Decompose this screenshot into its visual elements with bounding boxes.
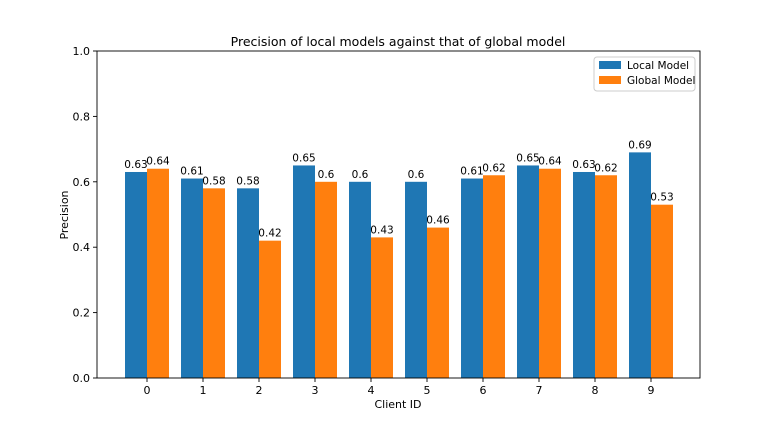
plot-frame <box>96 50 701 379</box>
y-axis-label: Precision <box>58 190 71 239</box>
bar-local-0 <box>125 171 147 378</box>
data-label: 0.42 <box>258 228 281 240</box>
x-tick-label: 8 <box>592 384 599 397</box>
data-label: 0.61 <box>180 166 203 178</box>
bar-local-6 <box>461 178 483 378</box>
data-label: 0.61 <box>460 166 483 178</box>
data-label: 0.62 <box>594 162 617 174</box>
y-tick-label: 0.6 <box>73 176 91 189</box>
bar-local-1 <box>181 178 203 378</box>
data-label: 0.6 <box>352 169 369 181</box>
data-label: 0.43 <box>370 224 393 236</box>
data-labels-layer: 0.630.610.580.650.6 0.6 0.610.650.630.690.… <box>124 139 673 239</box>
data-label: 0.65 <box>292 152 315 164</box>
x-tick-label: 5 <box>424 384 431 397</box>
data-label: 0.6 <box>408 169 425 181</box>
legend: Local Model Global Model <box>593 56 696 92</box>
bar-global-6 <box>483 175 505 378</box>
data-label: 0.58 <box>202 175 225 187</box>
y-tick-label: 0.8 <box>73 110 91 123</box>
data-label: 0.69 <box>628 139 651 151</box>
bar-global-7 <box>539 168 561 378</box>
bar-local-8 <box>573 171 595 378</box>
data-label: 0.63 <box>572 159 595 171</box>
y-tick-label: 0.0 <box>73 372 91 385</box>
x-tick-label: 4 <box>368 384 375 397</box>
bar-global-4 <box>371 237 393 378</box>
x-tick-label: 9 <box>648 384 655 397</box>
bar-local-7 <box>517 165 539 378</box>
bar-local-4 <box>349 181 371 378</box>
chart-title: Precision of local models against that o… <box>231 34 566 49</box>
data-label: 0.64 <box>538 156 562 168</box>
bar-global-1 <box>203 188 225 378</box>
data-label: 0.64 <box>146 156 170 168</box>
y-tick-label: 1.0 <box>73 45 91 58</box>
data-label: 0.65 <box>516 152 539 164</box>
bar-global-3 <box>315 181 337 378</box>
bar-global-9 <box>651 204 673 378</box>
bar-global-8 <box>595 175 617 378</box>
legend-swatch <box>599 76 621 84</box>
bar-global-5 <box>427 227 449 378</box>
x-tick-label: 6 <box>480 384 487 397</box>
y-tick-label: 0.2 <box>73 307 91 320</box>
bar-global-2 <box>259 240 281 378</box>
legend-swatch <box>599 61 621 69</box>
x-tick-label: 3 <box>312 384 319 397</box>
x-axis-label: Client ID <box>374 398 421 411</box>
data-label: 0.53 <box>650 192 673 204</box>
data-label: 0.63 <box>124 159 147 171</box>
bar-global-0 <box>147 168 169 378</box>
legend-label: Local Model <box>627 60 689 72</box>
bars-layer <box>125 152 673 378</box>
x-axis: 0 1 2 3 4 5 6 7 8 9 <box>144 378 655 397</box>
bar-local-2 <box>237 188 259 378</box>
bar-local-5 <box>405 181 427 378</box>
x-tick-label: 0 <box>144 384 151 397</box>
x-tick-label: 7 <box>536 384 543 397</box>
data-label: 0.62 <box>482 162 505 174</box>
bar-local-9 <box>629 152 651 378</box>
data-label: 0.46 <box>426 215 450 227</box>
data-label: 0.58 <box>236 175 259 187</box>
data-label: 0.6 <box>318 169 335 181</box>
y-axis: 0.0 0.2 0.4 0.6 0.8 1.0 <box>73 45 97 385</box>
y-tick-label: 0.4 <box>73 241 91 254</box>
bar-local-3 <box>293 165 315 378</box>
x-tick-label: 2 <box>256 384 263 397</box>
legend-label: Global Model <box>627 75 695 87</box>
x-tick-label: 1 <box>200 384 207 397</box>
